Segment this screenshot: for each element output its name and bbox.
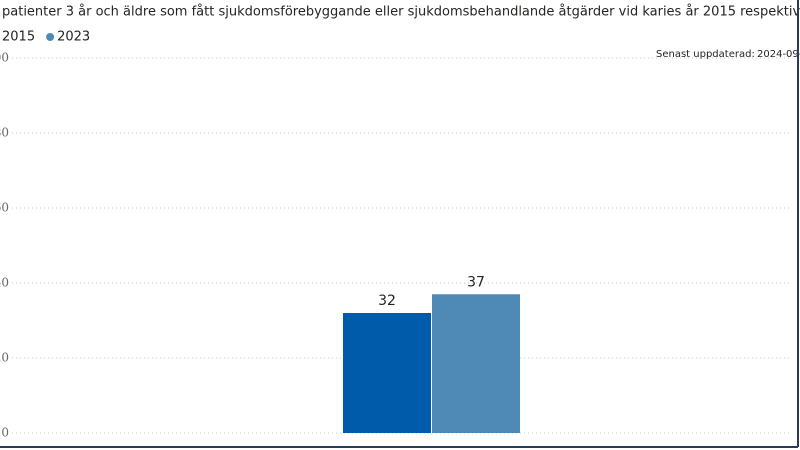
- chart-title: patienter 3 år och äldre som fått sjukdo…: [2, 5, 800, 20]
- updated-value: 2024-09-0: [757, 49, 800, 60]
- legend-label: 2015: [2, 30, 35, 45]
- y-tick-label: 80: [0, 126, 9, 140]
- legend-label: 2023: [57, 30, 90, 45]
- bar: [343, 313, 431, 433]
- legend-marker: [46, 33, 55, 41]
- bar: [432, 294, 520, 433]
- y-tick-label: 40: [0, 276, 9, 290]
- data-label: 32: [378, 293, 396, 309]
- y-tick-label: 0: [1, 426, 9, 440]
- y-tick-label: 100: [0, 51, 9, 65]
- y-tick-label: 20: [0, 351, 9, 365]
- updated-label: Senast uppdaterad:: [656, 49, 755, 60]
- data-label: 37: [467, 274, 485, 290]
- y-tick-label: 60: [0, 201, 9, 215]
